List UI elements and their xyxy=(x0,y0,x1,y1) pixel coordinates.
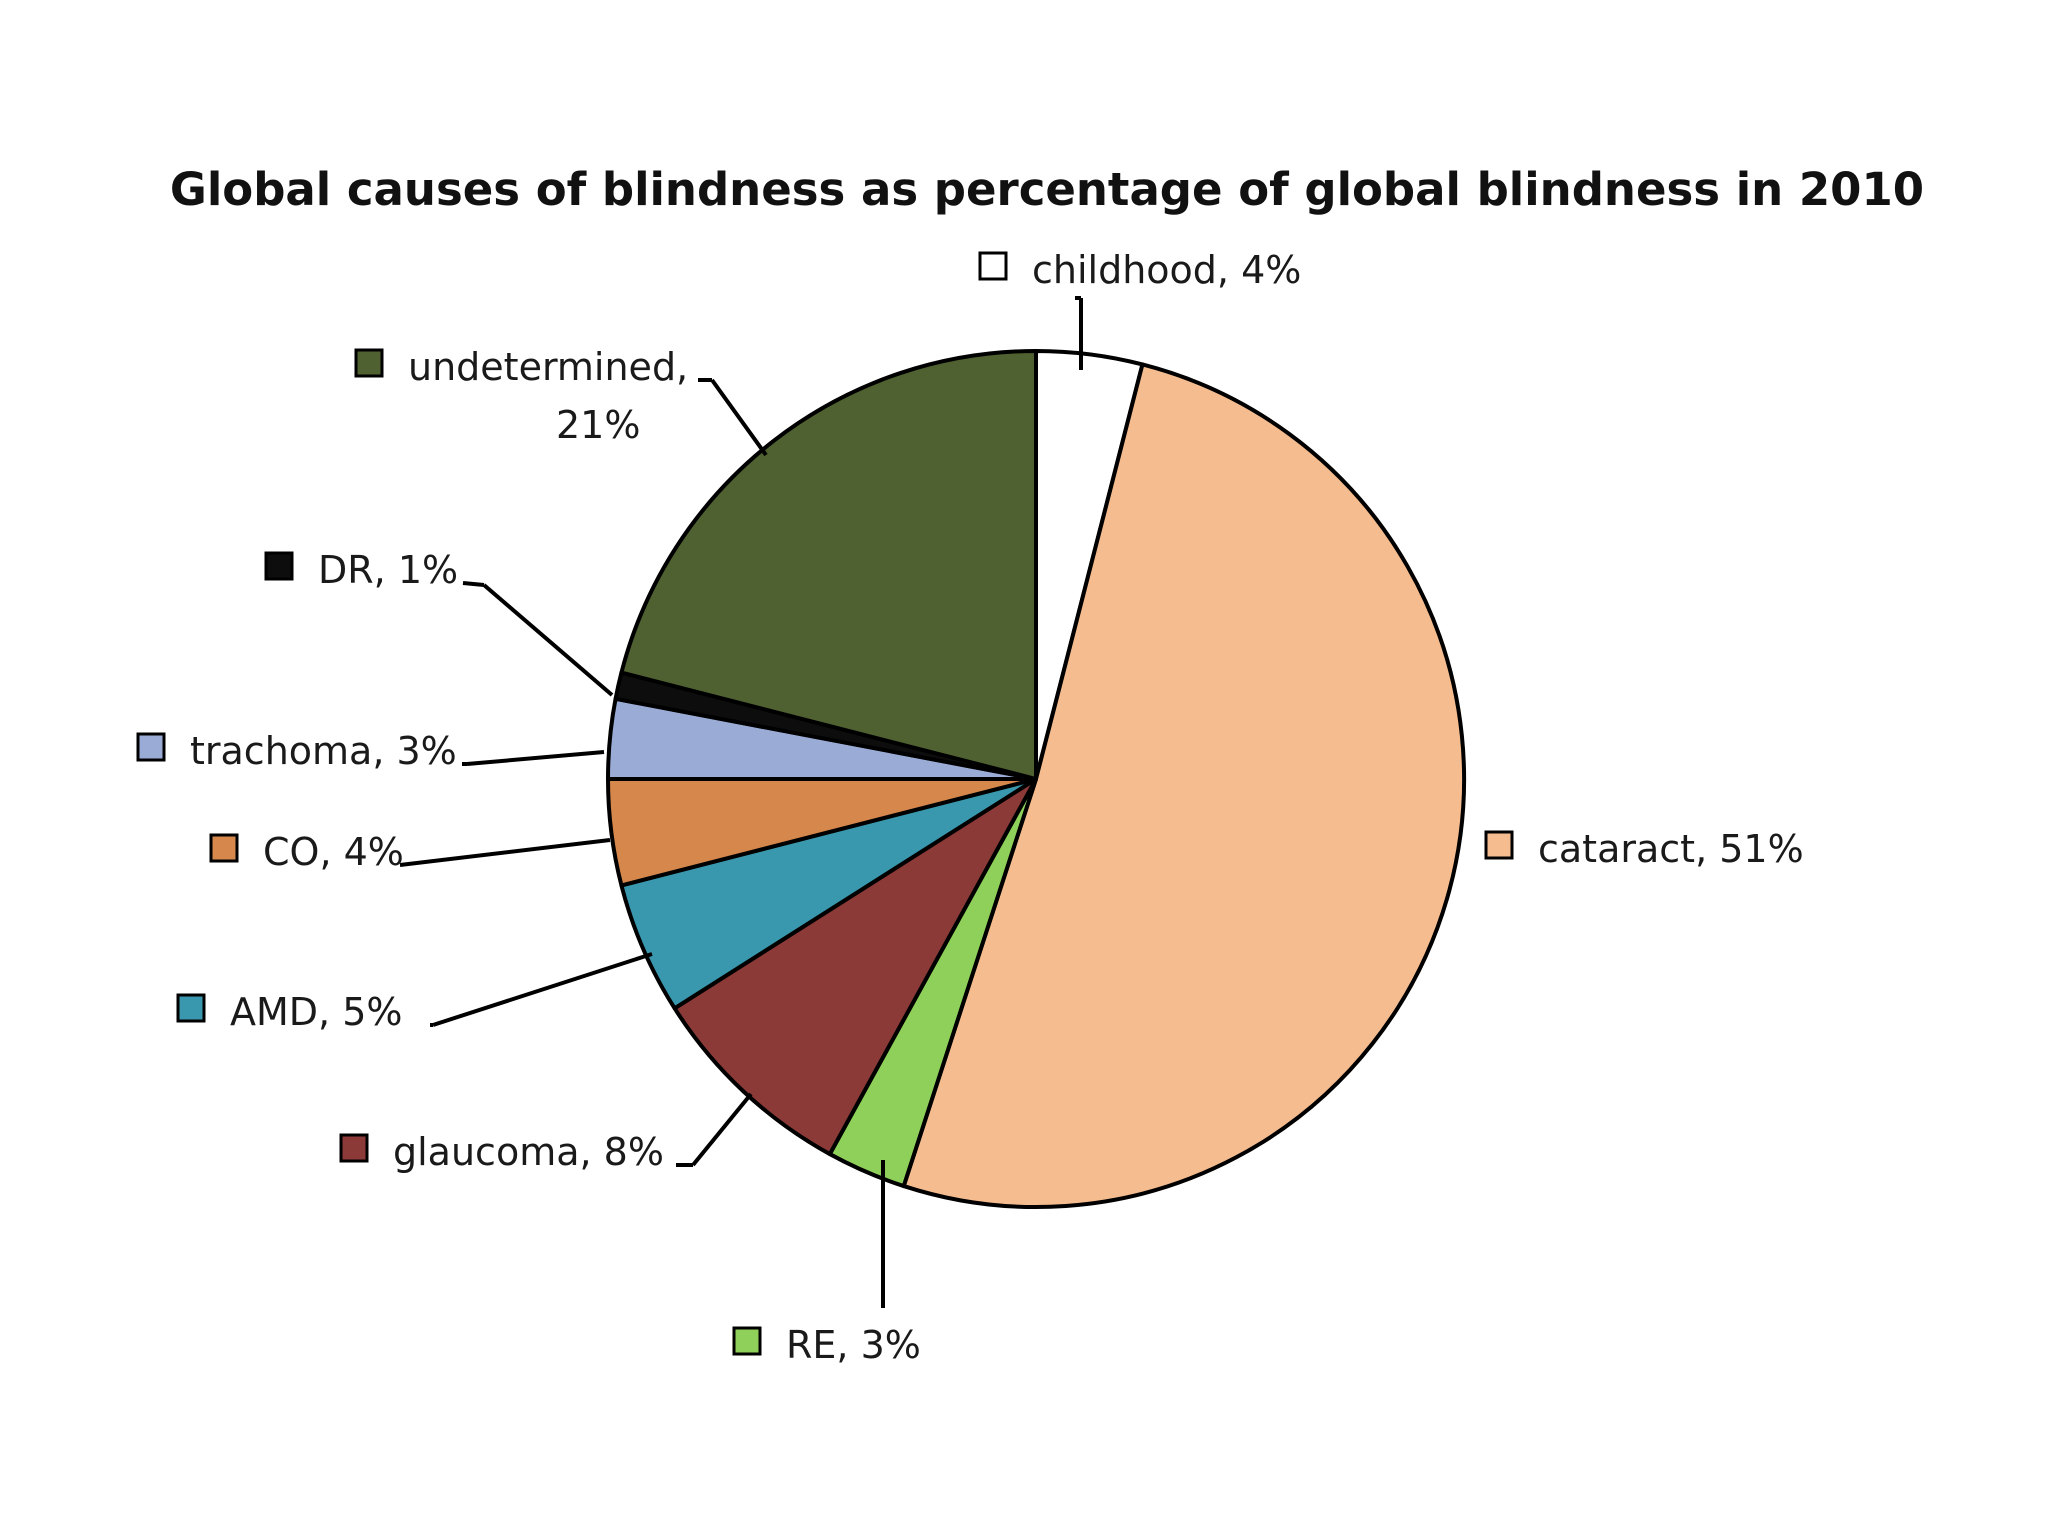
slice-label-co: CO, 4% xyxy=(263,830,404,874)
pie-slice-glaucoma xyxy=(672,777,1038,1157)
legend-swatch-undetermined xyxy=(354,348,384,378)
pie-slices xyxy=(606,349,1467,1210)
slice-label-childhood: childhood, 4% xyxy=(1032,248,1301,292)
slice-label-glaucoma: glaucoma, 8% xyxy=(393,1130,664,1174)
legend-swatch-dr xyxy=(264,551,294,581)
pie-slice-cataract xyxy=(901,362,1467,1210)
slice-label-undetermined: undetermined, 21% xyxy=(408,345,688,447)
leader-line-co xyxy=(399,838,611,867)
leader-line-dr xyxy=(482,583,614,697)
legend-swatch-amd xyxy=(176,993,206,1023)
legend-swatch-re xyxy=(732,1326,762,1356)
leader-line-amd xyxy=(432,952,653,1027)
pie-slice-undetermined xyxy=(619,349,1038,781)
leader-line-glaucoma xyxy=(691,1092,753,1167)
leader-tail xyxy=(462,581,485,587)
leader-line-trachoma xyxy=(466,750,605,766)
slice-label-amd: AMD, 5% xyxy=(230,990,402,1034)
slice-label-dr: DR, 1% xyxy=(318,548,458,592)
slice-labels: childhood, 4% cataract, 51% RE, 3% glaucoma… xyxy=(136,248,1804,1367)
slice-label-re: RE, 3% xyxy=(786,1323,921,1367)
chart-title: Global causes of blindness as percentage… xyxy=(170,163,1924,216)
leader-lines xyxy=(399,296,1083,1308)
legend-swatch-trachoma xyxy=(136,732,166,762)
legend-swatch-cataract xyxy=(1484,830,1514,860)
legend-swatch-childhood xyxy=(978,251,1008,281)
slice-label-trachoma: trachoma, 3% xyxy=(190,729,457,773)
slice-label-cataract: cataract, 51% xyxy=(1538,827,1804,871)
legend-swatch-glaucoma xyxy=(339,1133,369,1163)
legend-swatch-co xyxy=(209,833,239,863)
leader-line-undetermined xyxy=(710,378,768,457)
